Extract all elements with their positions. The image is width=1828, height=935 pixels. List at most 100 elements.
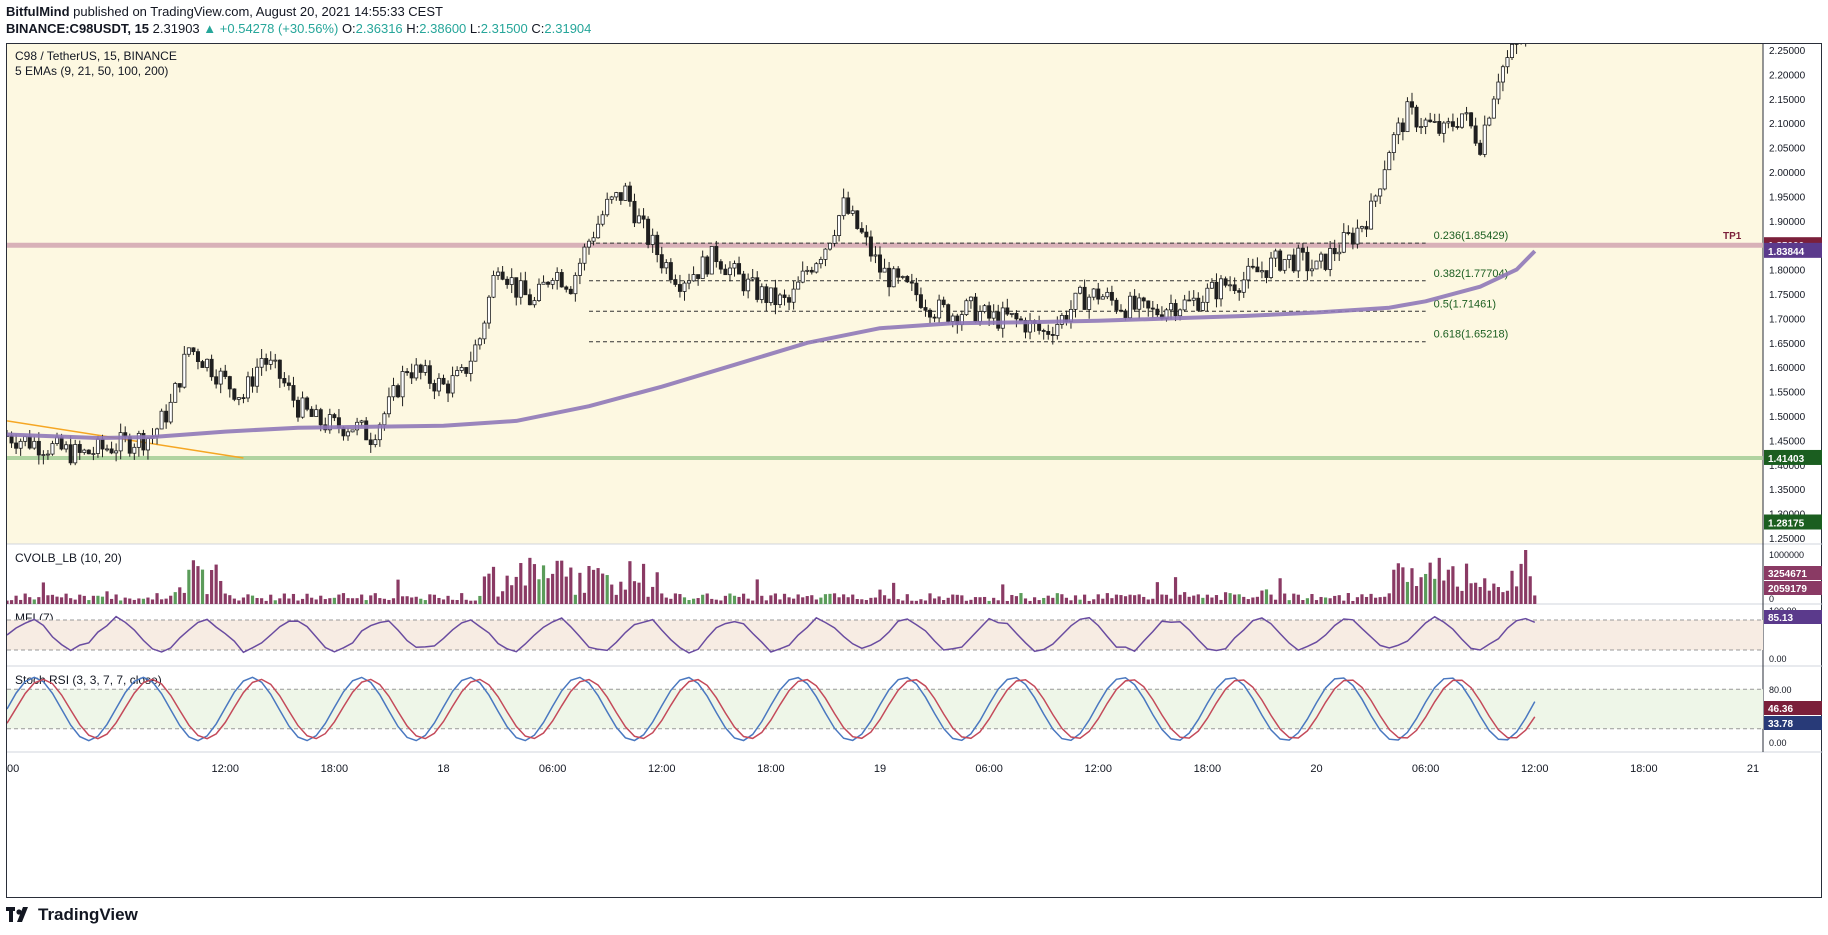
volume-bar [710, 598, 714, 604]
candle-body [1118, 309, 1123, 312]
candle-body [846, 197, 851, 214]
volume-bar [310, 597, 314, 604]
candle-body [1291, 254, 1296, 272]
close-label: C: [531, 21, 545, 36]
volume-bar [528, 557, 532, 604]
time-tick-label: 19 [874, 763, 886, 775]
volume-bar [605, 575, 609, 604]
volume-bar [1046, 595, 1050, 604]
candle-body [1009, 313, 1014, 315]
chart-canvas[interactable]: 2.25000 2.20000 2.15000 2.10000 2.05000 2.000… [7, 44, 1823, 899]
volume-bar [519, 563, 523, 604]
candle-body [827, 242, 832, 250]
volume-bar [137, 598, 141, 604]
volume-bar [587, 566, 591, 604]
time-tick-label: 00 [7, 763, 19, 775]
candle-body [1123, 310, 1128, 319]
candle-body [1437, 121, 1442, 134]
author-name[interactable]: BitfulMind [6, 4, 70, 19]
candle-body [500, 271, 505, 280]
candle-body [1073, 292, 1078, 310]
volume-bar [1414, 586, 1419, 604]
candle-body [1346, 232, 1351, 234]
volume-bar [919, 599, 923, 604]
volume-bar [123, 597, 127, 604]
volume-bar [382, 598, 386, 604]
volume-bar [1078, 599, 1082, 604]
volume-bar [1383, 596, 1387, 604]
candle-body [509, 277, 514, 285]
volume-bar [896, 599, 900, 604]
volume-bar [260, 598, 264, 604]
candle-body [746, 278, 751, 292]
volume-bar [41, 582, 45, 604]
volume-bar [714, 599, 718, 604]
volume-bar [437, 597, 441, 604]
volume-bar [1092, 599, 1096, 604]
candle-body [386, 396, 391, 415]
candle-body [818, 259, 823, 265]
volume-bar [1469, 583, 1473, 604]
volume-bar [1514, 586, 1519, 604]
chart-frame[interactable]: 2.25000 2.20000 2.15000 2.10000 2.05000 2.000… [6, 43, 1823, 899]
candle-body [1328, 247, 1333, 270]
volume-bar [823, 594, 828, 604]
candle-body [1146, 300, 1151, 309]
candle-body [773, 287, 778, 306]
candle-body [1228, 284, 1233, 287]
open-label: O: [341, 21, 356, 36]
volume-badge [1764, 566, 1822, 580]
volume-bar [182, 592, 186, 604]
volume-bar [792, 598, 796, 604]
volume-bar [69, 598, 73, 604]
volume-bar [1205, 594, 1209, 604]
volume-badge-label: 3254671 [1768, 569, 1807, 580]
fib-level-label: 0.382(1.77704) [1434, 268, 1509, 280]
price-tick-label: 1.60000 [1769, 363, 1806, 374]
stoch-k-line [7, 676, 1536, 742]
volume-bar [1110, 598, 1114, 604]
candle-body [1337, 251, 1342, 255]
candle-body [687, 280, 692, 284]
volume-bar [278, 598, 282, 604]
volume-bar [687, 600, 691, 604]
candle-body [677, 284, 682, 292]
volume-bar [1064, 597, 1069, 604]
volume-bar [1114, 594, 1119, 604]
volume-bar [669, 598, 673, 604]
time-tick-label: 18:00 [321, 763, 349, 775]
candle-body [987, 305, 992, 319]
candle-body [1432, 121, 1437, 123]
volume-bar [214, 564, 218, 604]
candle-body [300, 397, 305, 418]
volume-bar [837, 597, 841, 604]
candle-body [882, 267, 887, 273]
candle-body [259, 358, 264, 368]
ema-200-line [7, 249, 1537, 440]
candle-body [905, 276, 910, 283]
volume-bar [1337, 595, 1341, 604]
candle-body [582, 246, 587, 264]
publish-header: BitfulMind published on TradingView.com,… [6, 4, 443, 19]
candle-body [791, 288, 796, 303]
candle-body [168, 401, 173, 423]
price-tick-label: 2.00000 [1769, 168, 1806, 179]
candle-body [227, 376, 232, 390]
volume-bar [501, 591, 505, 604]
volume-bar [241, 597, 246, 604]
volume-bar [696, 598, 700, 604]
volume-bar [873, 597, 878, 604]
volume-bar [901, 600, 905, 604]
volume-bar [864, 600, 868, 604]
candle-body [814, 263, 819, 273]
volume-bar [787, 597, 791, 604]
candle-body [1446, 121, 1451, 124]
candle-body [1300, 247, 1305, 253]
volume-bar [319, 595, 323, 604]
candle-body [1137, 297, 1142, 310]
candle-body [1241, 279, 1246, 293]
volume-bar [273, 600, 277, 604]
candle-body [950, 315, 955, 322]
volume-bar [132, 599, 136, 604]
candle-body [277, 359, 282, 379]
